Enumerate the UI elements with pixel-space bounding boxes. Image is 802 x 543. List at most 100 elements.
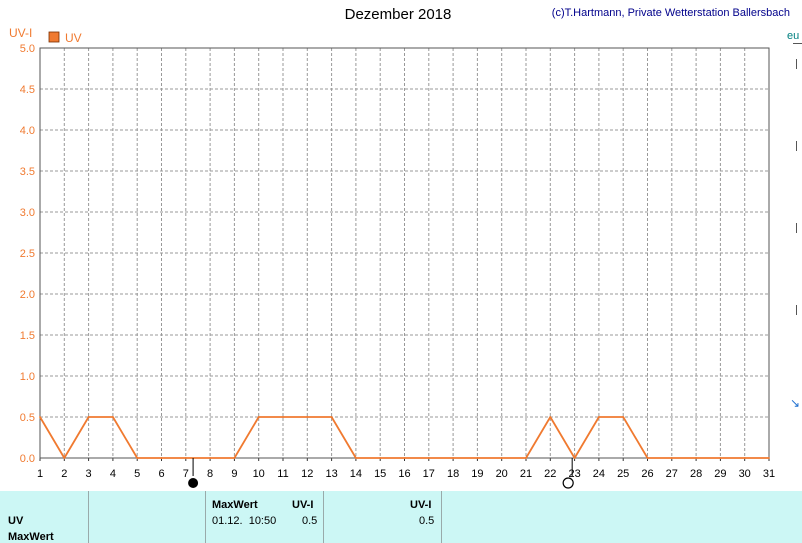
series-layer <box>39 416 770 459</box>
x-tick-label: 23 <box>568 468 580 480</box>
x-tick-label: 21 <box>520 468 532 480</box>
data-point <box>112 416 114 418</box>
row-label-uv: UV <box>8 515 24 527</box>
x-tick-label: 28 <box>690 468 702 480</box>
cell-uvi-value-2: 0.5 <box>419 515 435 527</box>
data-point <box>257 416 260 418</box>
data-point <box>743 457 746 459</box>
y-tick-label: 2.5 <box>20 248 35 260</box>
data-point <box>282 416 284 418</box>
x-tick-label: 20 <box>496 468 508 480</box>
data-table: UV MaxWert MaxWert 01.12. 10:50 UV-I 0.5… <box>0 491 802 543</box>
y-tick-label: 5.0 <box>20 43 35 55</box>
col-header-maxwert: MaxWert <box>212 499 258 511</box>
x-tick-label: 15 <box>374 468 386 480</box>
data-point <box>184 457 187 459</box>
x-tick-label: 14 <box>350 468 362 480</box>
table-divider <box>441 491 442 543</box>
x-tick-label: 1 <box>37 468 43 480</box>
data-point <box>160 457 163 459</box>
data-point <box>719 457 722 459</box>
new-moon-icon <box>188 478 199 488</box>
chart-title: Dezember 2018 <box>344 6 452 23</box>
x-tick-label: 22 <box>544 468 556 480</box>
x-tick-label: 29 <box>714 468 726 480</box>
y-tick-label: 0.5 <box>20 412 35 424</box>
x-tick-label: 9 <box>231 468 237 480</box>
legend-swatch-uv <box>48 31 60 43</box>
data-point <box>695 457 697 459</box>
y-ticks: 0.0 0.5 1.0 1.5 2.0 2.5 3.0 3.5 4.0 4.5 5.0 <box>20 43 35 465</box>
y-tick-label: 0.0 <box>20 453 35 465</box>
data-point <box>573 457 576 459</box>
side-tick <box>796 141 797 151</box>
data-point <box>622 416 625 418</box>
y-axis-label: UV-I <box>9 26 32 40</box>
moon-phases <box>188 458 574 489</box>
x-tick-label: 26 <box>641 468 653 480</box>
x-tick-label: 19 <box>471 468 483 480</box>
data-point <box>306 416 309 418</box>
data-point <box>403 457 406 459</box>
data-point <box>427 457 430 459</box>
side-tick <box>793 43 802 44</box>
table-divider <box>205 491 206 543</box>
x-tick-label: 13 <box>325 468 337 480</box>
x-tick-label: 3 <box>86 468 92 480</box>
x-tick-label: 16 <box>398 468 410 480</box>
data-point <box>646 457 649 459</box>
x-tick-label: 8 <box>207 468 213 480</box>
side-label: eu <box>787 30 800 42</box>
x-tick-label: 12 <box>301 468 313 480</box>
x-tick-label: 18 <box>447 468 459 480</box>
x-tick-label: 4 <box>110 468 116 480</box>
data-point <box>87 416 90 418</box>
side-tick <box>796 305 797 315</box>
table-divider <box>88 491 89 543</box>
data-point <box>500 457 503 459</box>
data-point <box>355 457 357 459</box>
data-point <box>233 457 236 459</box>
y-tick-label: 1.0 <box>20 371 35 383</box>
full-moon-icon <box>562 477 574 489</box>
x-ticks: 1 2 3 4 5 6 7 8 9 10 11 12 13 14 15 16 17 18 19 20 21 22 23 24 2… <box>37 468 775 480</box>
table-divider <box>323 491 324 543</box>
side-tick <box>796 59 797 69</box>
x-tick-label: 27 <box>666 468 678 480</box>
data-point <box>39 416 41 418</box>
data-point <box>330 416 333 418</box>
side-arrow-icon: ↘ <box>790 396 801 410</box>
x-tick-label: 6 <box>158 468 164 480</box>
data-point <box>598 416 600 418</box>
data-point <box>525 457 527 459</box>
cell-maxwert-date: 01.12. 10:50 <box>212 515 277 527</box>
x-tick-label: 24 <box>593 468 605 480</box>
cell-uvi-value: 0.5 <box>302 515 318 527</box>
x-tick-label: 2 <box>61 468 67 480</box>
data-point <box>379 457 382 459</box>
data-point <box>209 457 212 459</box>
y-tick-label: 4.0 <box>20 125 35 137</box>
data-point <box>670 457 673 459</box>
row-label-maxwert: MaxWert <box>8 531 54 543</box>
legend: UV <box>48 31 82 45</box>
col-header-uvi-2: UV-I <box>410 499 432 511</box>
data-point <box>452 457 454 459</box>
y-tick-label: 3.5 <box>20 166 35 178</box>
side-tick <box>796 223 797 233</box>
y-tick-label: 4.5 <box>20 84 35 96</box>
y-tick-label: 3.0 <box>20 207 35 219</box>
data-point <box>63 457 66 459</box>
data-point <box>768 457 770 459</box>
x-tick-label: 10 <box>253 468 265 480</box>
legend-label-uv: UV <box>65 31 82 45</box>
x-tick-label: 7 <box>183 468 189 480</box>
x-tick-label: 31 <box>763 468 775 480</box>
x-tick-label: 11 <box>277 468 288 480</box>
data-point <box>476 457 479 459</box>
col-header-uvi: UV-I <box>292 499 314 511</box>
y-tick-label: 1.5 <box>20 330 35 342</box>
grid <box>40 47 769 458</box>
x-tick-label: 17 <box>423 468 435 480</box>
